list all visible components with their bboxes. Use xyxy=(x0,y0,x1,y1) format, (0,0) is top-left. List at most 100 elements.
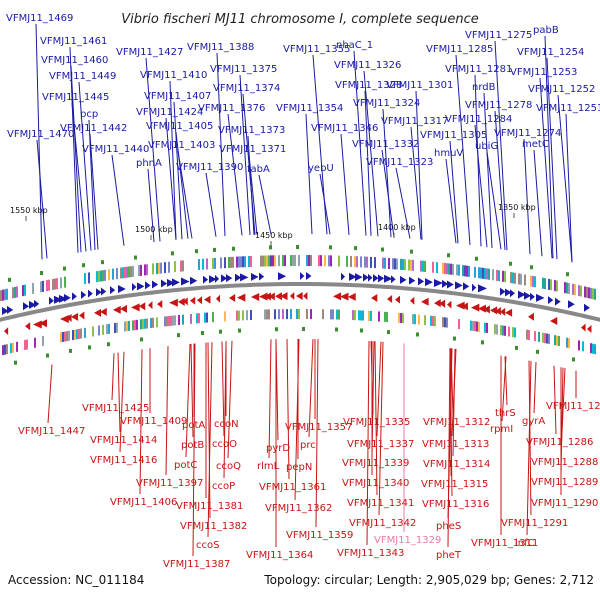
label-connector xyxy=(71,102,87,252)
feature-bar xyxy=(322,309,324,320)
feature-bar xyxy=(482,267,484,279)
forward-gene-arrow xyxy=(54,295,63,304)
feature-bar xyxy=(136,319,138,330)
reverse-gene-arrow xyxy=(528,312,534,321)
feature-bar xyxy=(402,259,404,271)
feature-bar xyxy=(6,344,8,355)
feature-bar xyxy=(22,285,24,297)
gene-label: VFMJ11_1354 xyxy=(276,103,343,114)
feature-bar xyxy=(272,255,274,267)
feature-bar xyxy=(12,287,14,299)
forward-gene-arrow xyxy=(172,278,180,287)
gene-label: VFMJ11_1362 xyxy=(265,503,332,514)
gene-label: ccoS xyxy=(196,540,219,551)
feature-bar xyxy=(268,255,270,267)
feature-bar xyxy=(64,276,66,288)
feature-bar xyxy=(350,255,352,267)
rna-marker xyxy=(530,265,533,270)
forward-gene-arrow xyxy=(209,275,217,284)
feature-bar xyxy=(308,255,310,267)
gene-label: VFMJ11_1461 xyxy=(40,36,107,47)
feature-bar xyxy=(156,263,158,275)
label-connector xyxy=(486,151,502,250)
feature-bar xyxy=(128,266,130,278)
gene-label: potA xyxy=(182,420,205,431)
forward-gene-arrow xyxy=(81,290,87,299)
reverse-gene-arrow xyxy=(139,302,146,311)
reverse-gene-arrow xyxy=(505,308,513,317)
reverse-gene-arrow xyxy=(183,297,188,306)
feature-bar xyxy=(554,335,556,346)
feature-bar xyxy=(412,314,414,325)
gene-label: VFMJ11_1440 xyxy=(82,144,149,155)
rna-marker xyxy=(101,260,104,265)
rna-marker xyxy=(177,333,180,338)
forward-gene-arrow xyxy=(190,276,198,285)
label-connector xyxy=(227,340,233,459)
label-connector xyxy=(449,140,459,244)
feature-bar xyxy=(160,262,162,274)
feature-bar xyxy=(146,318,148,329)
feature-bar xyxy=(284,255,286,267)
feature-bar xyxy=(250,255,252,267)
feature-bar xyxy=(484,268,486,280)
feature-bar xyxy=(484,322,486,333)
reverse-gene-arrow xyxy=(456,301,465,310)
feature-bar xyxy=(292,255,294,267)
feature-bar xyxy=(52,278,54,290)
feature-bar xyxy=(116,268,118,280)
gene-label: VFMJ11_1341 xyxy=(347,498,414,509)
feature-bar xyxy=(424,315,426,326)
label-connector xyxy=(378,341,384,516)
label-connector xyxy=(449,348,453,497)
feature-bar xyxy=(138,265,140,277)
feature-bar xyxy=(572,283,574,295)
feature-bar xyxy=(98,270,100,282)
gene-label: ccoP xyxy=(212,481,235,492)
label-connector xyxy=(382,108,392,238)
feature-bar xyxy=(558,336,560,347)
forward-gene-arrow xyxy=(584,303,590,312)
reverse-gene-arrow xyxy=(462,302,468,311)
forward-gene-arrow xyxy=(384,274,393,283)
feature-bar xyxy=(466,265,468,277)
rna-marker xyxy=(8,277,11,282)
label-connector xyxy=(227,113,243,236)
forward-gene-arrow xyxy=(463,282,470,291)
gene-label: VFMJ11_1343 xyxy=(337,548,404,559)
reverse-gene-arrow xyxy=(280,292,288,301)
gene-label: VFMJ11_1251 xyxy=(536,103,600,114)
gene-label: VFMJ11_1387 xyxy=(163,559,230,570)
label-connector xyxy=(565,113,573,263)
feature-bar xyxy=(220,257,222,269)
feature-bar xyxy=(236,256,238,268)
reverse-gene-arrow xyxy=(490,306,498,315)
feature-bar xyxy=(524,274,526,286)
feature-bar xyxy=(478,321,480,332)
forward-gene-arrow xyxy=(23,302,30,311)
label-connector xyxy=(88,119,96,250)
forward-gene-arrow xyxy=(167,278,175,287)
rna-marker xyxy=(46,353,49,358)
feature-bar xyxy=(112,268,114,280)
feature-bar xyxy=(164,316,166,327)
feature-bar xyxy=(116,322,118,333)
feature-bar xyxy=(174,315,176,326)
feature-bar xyxy=(486,322,488,333)
rna-marker xyxy=(14,360,17,365)
rna-marker xyxy=(481,340,484,345)
feature-bar xyxy=(132,265,134,277)
feature-bar xyxy=(2,345,4,356)
feature-bar xyxy=(584,286,586,298)
forward-gene-arrow xyxy=(524,291,531,300)
feature-bar xyxy=(16,341,18,352)
gene-label: VFMJ11_1361 xyxy=(259,482,326,493)
gene-label: ccoO xyxy=(212,439,237,450)
feature-bar xyxy=(502,270,504,282)
gene-label: VFMJ11_1339 xyxy=(342,458,409,469)
gene-label: ubiG xyxy=(475,141,498,152)
feature-bar xyxy=(400,258,402,270)
reverse-gene-arrow xyxy=(371,293,378,302)
feature-bar xyxy=(74,329,76,340)
label-connector xyxy=(376,341,382,437)
